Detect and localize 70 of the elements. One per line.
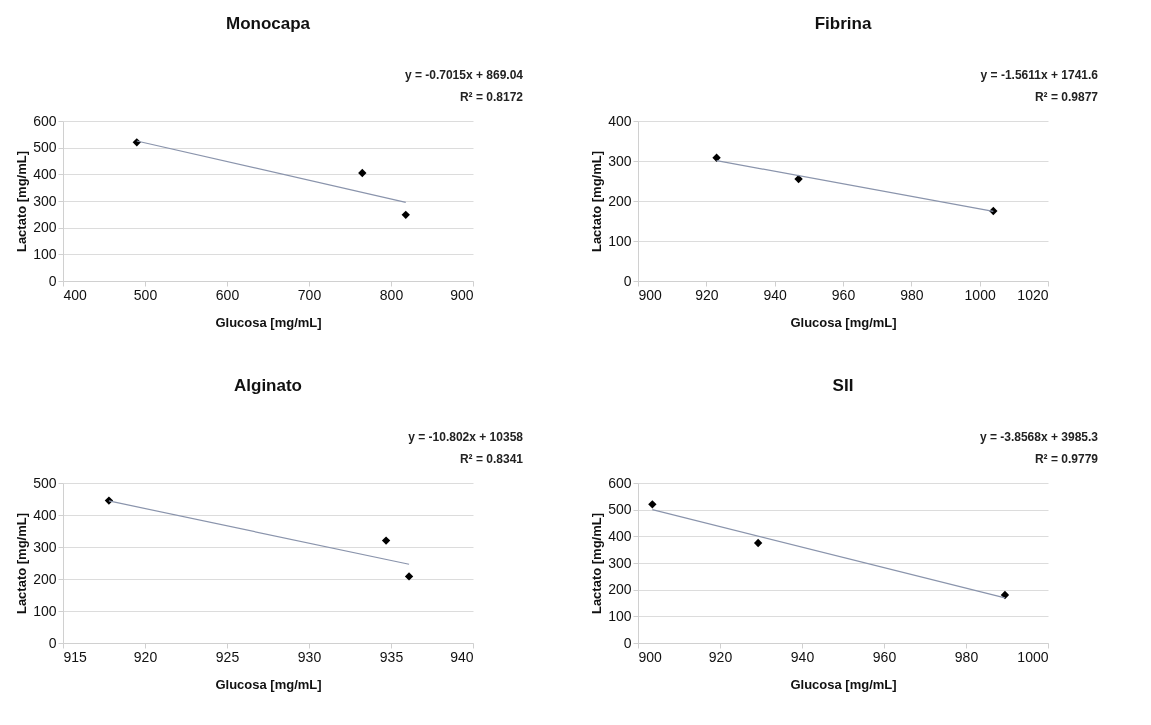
x-tick-label: 1020 (1017, 286, 1049, 303)
x-tick-label: 925 (215, 648, 240, 665)
x-tick-label: 940 (450, 648, 474, 665)
x-tick-label: 920 (708, 648, 733, 665)
y-tick-label: 0 (48, 272, 57, 289)
y-tick-label: 200 (33, 219, 57, 236)
y-tick-label: 0 (623, 272, 632, 289)
x-tick-label: 960 (872, 648, 897, 665)
y-tick-label: 400 (608, 112, 632, 129)
x-tick-label: 1000 (964, 286, 996, 303)
y-tick-label: 200 (608, 192, 632, 209)
y-tick-label: 200 (33, 570, 57, 587)
x-axis-title: Glucosa [mg/mL] (790, 314, 897, 330)
y-tick-label: 200 (608, 581, 632, 598)
y-tick-label: 300 (33, 538, 57, 555)
chart-title: SII (832, 376, 854, 395)
y-axis-title: Lactato [mg/mL] (589, 512, 605, 615)
x-tick-label: 500 (133, 286, 158, 303)
chart-title: Monocapa (225, 14, 311, 33)
x-tick-label: 920 (695, 286, 719, 303)
y-tick-label: 300 (33, 192, 57, 209)
y-tick-label: 0 (48, 634, 57, 651)
x-tick-label: 920 (133, 648, 158, 665)
y-tick-label: 600 (33, 112, 57, 129)
y-tick-label: 400 (33, 506, 57, 523)
x-tick-label: 930 (297, 648, 322, 665)
text: R² = 0.9779 (1034, 452, 1099, 466)
x-tick-label: 800 (379, 286, 404, 303)
y-axis-title: Lactato [mg/mL] (14, 512, 30, 615)
y-axis-title: Lactato [mg/mL] (14, 150, 30, 253)
y-tick-label: 100 (608, 232, 632, 249)
y-tick-label: 500 (608, 501, 632, 518)
y-tick-label: 300 (608, 152, 632, 169)
y-tick-label: 500 (33, 474, 57, 491)
text: y = -3.8568x + 3985.3 (979, 430, 1099, 444)
x-tick-label: 1000 (1017, 648, 1049, 665)
text: y = -0.7015x + 869.04 (404, 68, 524, 82)
x-tick-label: 600 (215, 286, 240, 303)
text: y = -1.5611x + 1741.6 (980, 68, 1099, 82)
x-tick-label: 960 (831, 286, 856, 303)
x-tick-label: 935 (379, 648, 404, 665)
x-tick-label: 980 (954, 648, 979, 665)
x-axis-title: Glucosa [mg/mL] (215, 676, 322, 692)
x-tick-label: 900 (450, 286, 474, 303)
x-tick-label: 700 (297, 286, 322, 303)
x-tick-label: 900 (638, 286, 663, 303)
x-tick-label: 980 (900, 286, 924, 303)
text: R² = 0.8341 (459, 452, 524, 466)
x-tick-label: 940 (763, 286, 788, 303)
x-tick-label: 915 (63, 648, 88, 665)
x-tick-label: 900 (638, 648, 663, 665)
y-tick-label: 100 (608, 607, 632, 624)
x-tick-label: 940 (790, 648, 815, 665)
text: R² = 0.9877 (1034, 90, 1099, 104)
y-tick-label: 500 (33, 139, 57, 156)
chart-title: Alginato (234, 376, 302, 395)
text: R² = 0.8172 (459, 90, 524, 104)
y-axis-title: Lactato [mg/mL] (589, 150, 605, 253)
y-tick-label: 0 (623, 634, 632, 651)
chart-title: Fibrina (814, 14, 872, 33)
y-tick-label: 100 (33, 245, 57, 262)
x-axis-title: Glucosa [mg/mL] (790, 676, 897, 692)
x-axis-title: Glucosa [mg/mL] (215, 314, 322, 330)
y-tick-label: 600 (608, 474, 632, 491)
y-tick-label: 400 (608, 527, 632, 544)
y-tick-label: 400 (33, 165, 57, 182)
y-tick-label: 100 (33, 602, 57, 619)
y-tick-label: 300 (608, 554, 632, 571)
x-tick-label: 400 (63, 286, 88, 303)
text: y = -10.802x + 10358 (408, 430, 524, 444)
